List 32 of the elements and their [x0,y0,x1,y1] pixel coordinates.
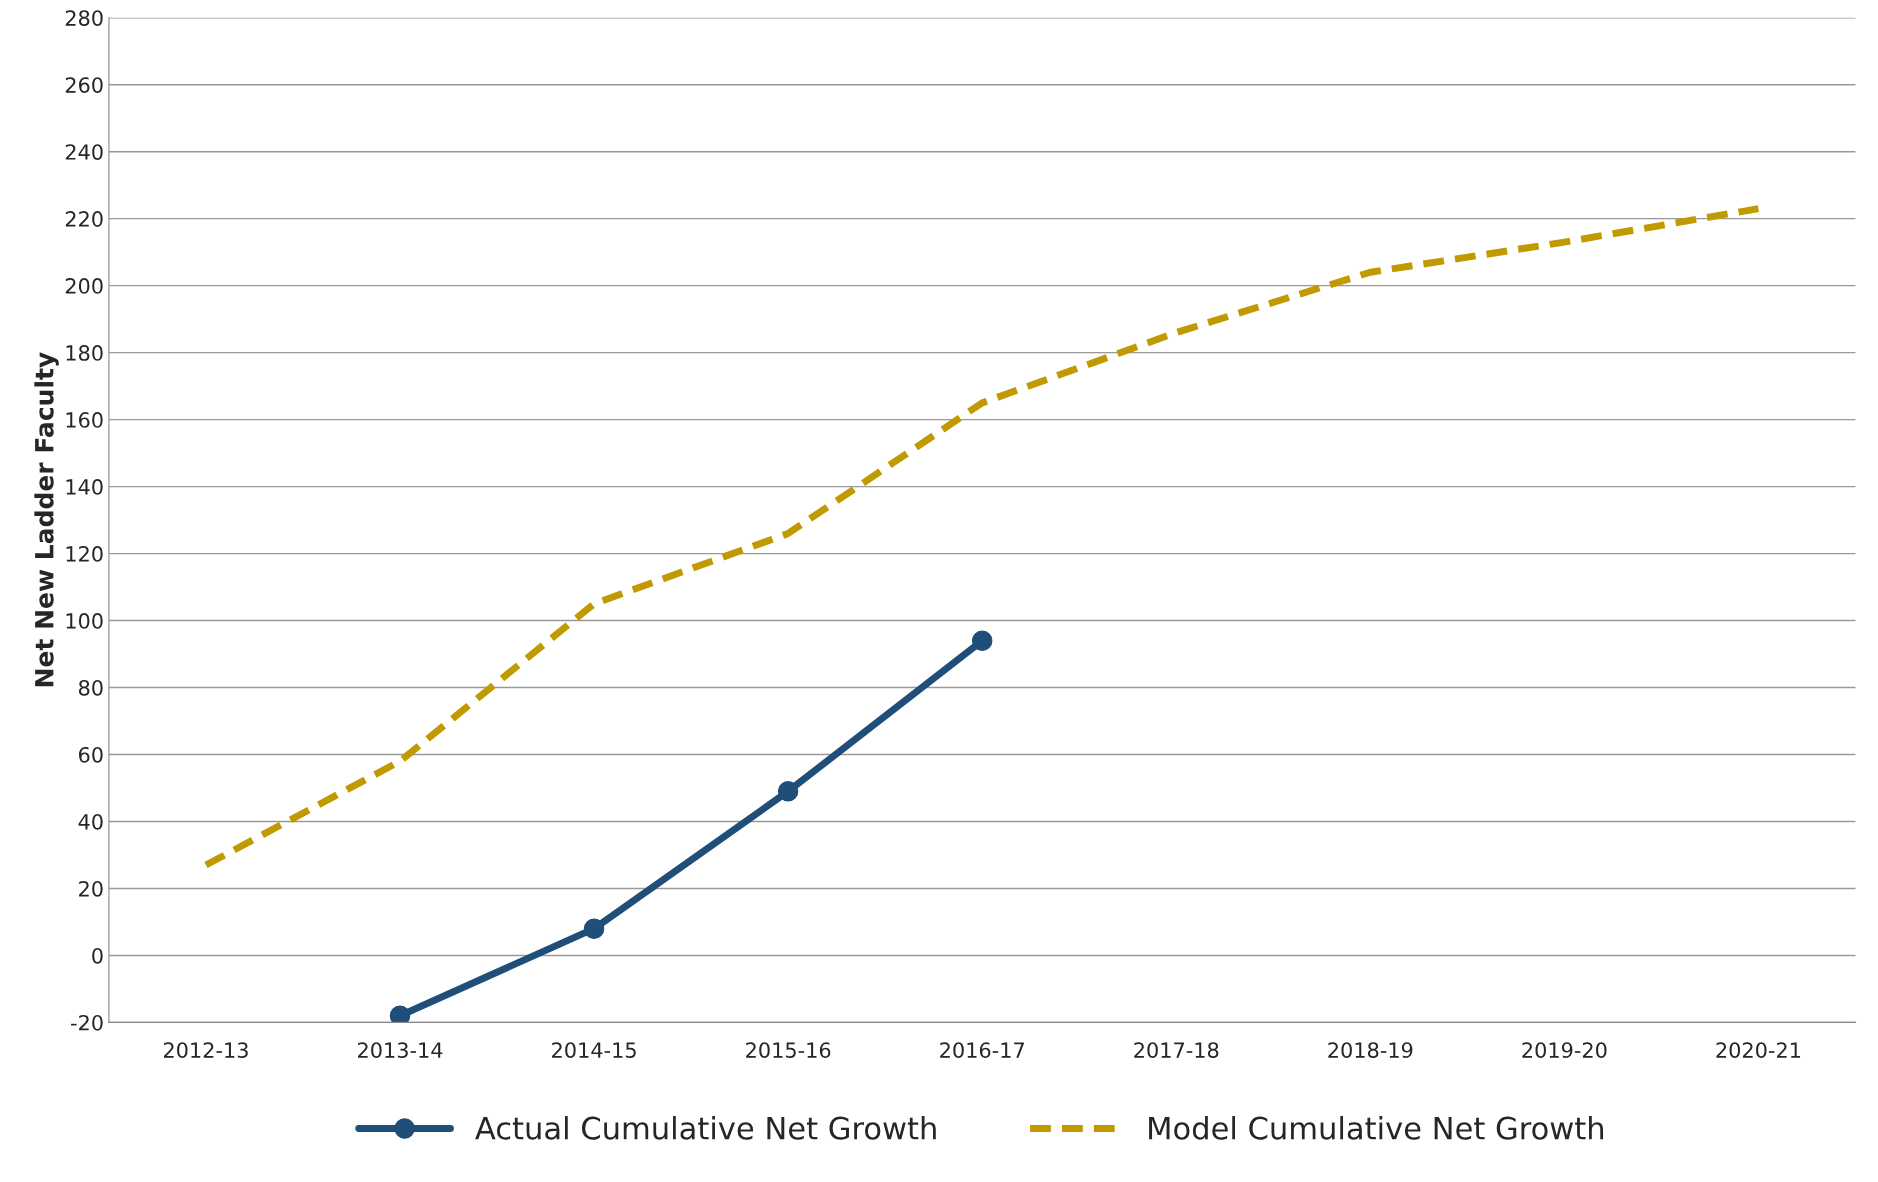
y-tick-label: 60 [79,746,103,763]
y-tick-label: 140 [66,479,103,495]
y-tick-label: 180 [66,345,103,361]
x-tick-label: 2020-21 [1716,1042,1801,1058]
point [389,1005,411,1023]
y-tick-label: 160 [66,412,103,428]
legend-label: Model Cumulative Net Growth [1149,1116,1604,1140]
y-axis-title: Net New Ladder Faculty [34,352,59,687]
y-tick-label: 40 [78,813,103,830]
y-tick-label: -20 [71,1014,103,1031]
y-tick-label: 260 [65,77,103,93]
x-tick-label: 2013-14 [358,1042,443,1058]
x-tick-label: 2017-18 [1134,1042,1219,1058]
x-tick-label: 2019-20 [1522,1042,1607,1058]
y-tick-label: 80 [78,679,103,696]
point [777,781,799,802]
x-tick-label: 2016-17 [940,1042,1024,1058]
x-tick-label: 2018-19 [1328,1042,1413,1058]
y-tick-label: 100 [66,613,103,629]
y-tick-label: 200 [65,278,103,294]
x-tick-label: 2012-13 [163,1042,248,1058]
y-tick-label: 280 [65,10,103,26]
point [971,630,993,651]
y-tick-label: 240 [65,144,103,160]
y-tick-label: 20 [79,880,103,897]
point [583,918,605,939]
x-tick-label: 2015-16 [746,1042,831,1058]
y-tick-label: 0 [92,947,103,964]
x-tick-label: 2014-15 [552,1042,636,1058]
y-tick-label: 120 [66,546,103,562]
legend-label: Actual Cumulative Net Growth [475,1116,936,1140]
y-tick-label: 220 [65,211,103,227]
